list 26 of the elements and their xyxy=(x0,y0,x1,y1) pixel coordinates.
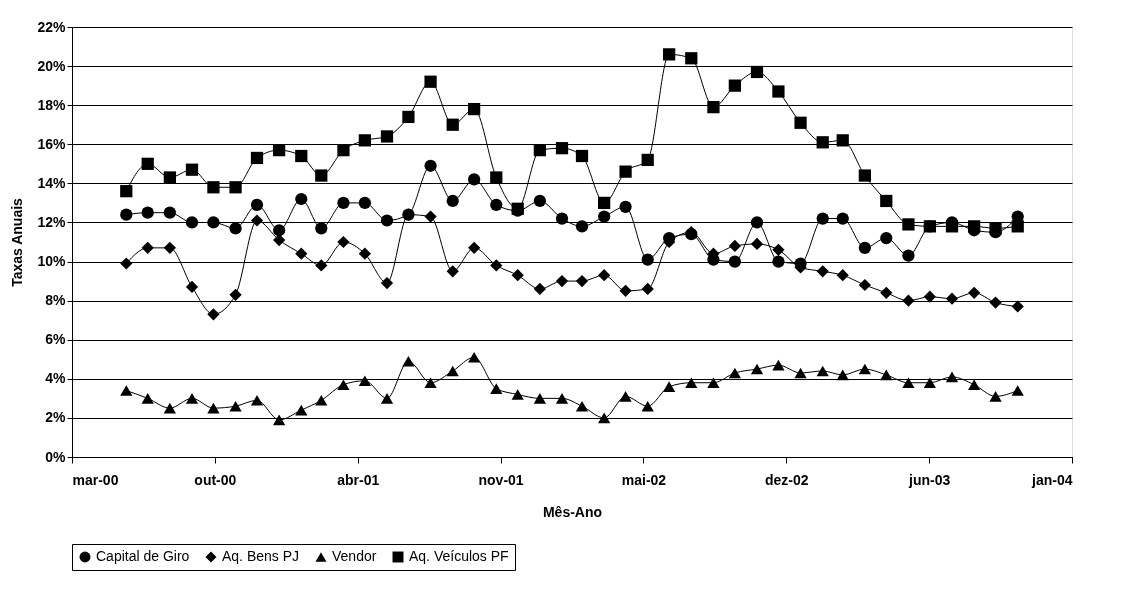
legend-label: Capital de Giro xyxy=(96,548,190,564)
y-tick-label: 10% xyxy=(37,253,67,270)
x-tick-label: dez-02 xyxy=(765,471,809,488)
x-tick-label: out-00 xyxy=(194,471,237,488)
x-tick-label: abr-01 xyxy=(337,471,380,488)
y-tick-label: 8% xyxy=(45,292,67,309)
x-axis-title: Mês-Ano xyxy=(542,503,603,520)
legend-label: Vendor xyxy=(332,548,377,564)
x-tick-label: mai-02 xyxy=(621,471,667,488)
x-tick-label: nov-01 xyxy=(478,471,524,488)
y-tick-label: 16% xyxy=(37,135,67,152)
x-tick-label: jun-03 xyxy=(908,471,951,488)
x-tick-label: mar-00 xyxy=(72,471,119,488)
y-tick-label: 22% xyxy=(37,18,67,35)
y-tick-label: 18% xyxy=(37,96,67,113)
y-tick-label: 12% xyxy=(37,213,67,230)
x-tick-label: jan-04 xyxy=(1031,471,1073,488)
y-tick-label: 2% xyxy=(45,409,67,426)
y-tick-label: 0% xyxy=(45,448,67,465)
y-tick-label: 14% xyxy=(37,174,67,191)
y-tick-label: 4% xyxy=(45,370,67,387)
legend-label: Aq. Veículos PF xyxy=(409,548,509,564)
y-tick-label: 20% xyxy=(37,57,67,74)
y-axis-title: Taxas Anuais xyxy=(9,197,26,287)
y-tick-label: 6% xyxy=(45,331,67,348)
legend-label: Aq. Bens PJ xyxy=(222,548,300,564)
